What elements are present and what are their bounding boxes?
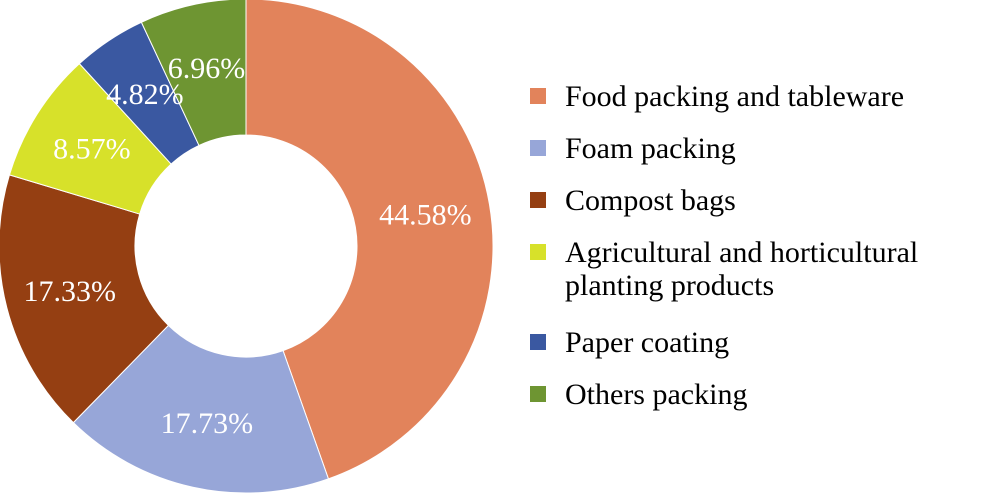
legend-label-0: Food packing and tableware: [565, 80, 904, 113]
legend: Food packing and tableware Foam packing Co…: [530, 80, 918, 411]
slice-label-5: 6.96%: [168, 52, 246, 85]
slice-label-3: 8.57%: [53, 133, 131, 166]
legend-swatch-4: [530, 334, 546, 350]
slice-2: [0, 174, 170, 424]
slice-label-1: 17.73%: [161, 407, 254, 440]
slice-0: [245, 0, 494, 480]
legend-swatch-2: [530, 192, 546, 208]
legend-label-1: Foam packing: [565, 132, 736, 165]
legend-label-5: Others packing: [565, 378, 747, 411]
legend-swatch-3: [530, 244, 546, 260]
legend-label-4: Paper coating: [565, 326, 729, 359]
legend-swatch-1: [530, 140, 546, 156]
slice-labels: 44.58% 17.73% 17.33% 8.57% 4.82%6.96%: [24, 52, 472, 440]
legend-label-2: Compost bags: [565, 184, 736, 217]
legend-swatch-5: [530, 386, 546, 402]
slice-label-2: 17.33%: [24, 275, 117, 308]
legend-swatch-0: [530, 88, 546, 104]
legend-label-3: Agricultural and horticultural planting p…: [565, 236, 918, 302]
slice-5: [140, 0, 247, 147]
donut-slices: [0, 0, 494, 493]
slice-label-0: 44.58%: [379, 199, 472, 232]
slice-label-4: 4.82%: [106, 78, 184, 111]
